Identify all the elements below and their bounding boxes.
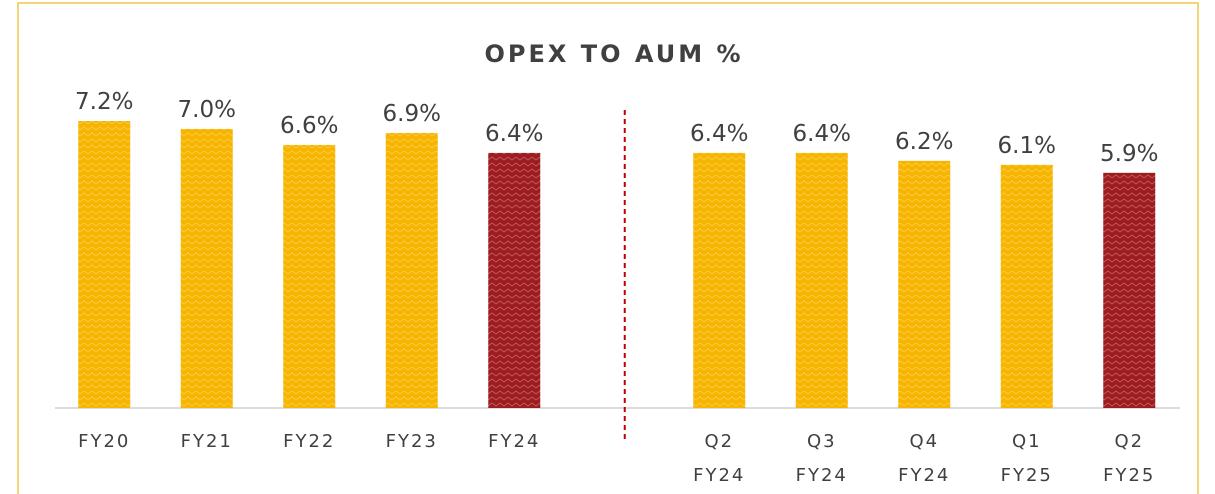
x-tick-label: FY24 [488, 431, 541, 452]
bar [488, 152, 541, 408]
value-label: 6.4% [485, 121, 543, 147]
x-tick-label: Q3 FY24 [795, 431, 848, 486]
chart-title: OPEX TO AUM % [485, 40, 744, 68]
frame [17, 2, 1199, 494]
x-tick-label: Q4 FY24 [898, 431, 951, 486]
bar [898, 160, 951, 408]
value-label: 6.6% [280, 113, 338, 139]
value-label: 6.2% [895, 129, 953, 155]
x-tick-label: FY20 [78, 431, 131, 452]
x-tick-label: FY21 [180, 431, 233, 452]
x-tick-label: Q2 FY25 [1103, 431, 1156, 486]
x-tick-label: FY23 [385, 431, 438, 452]
bar [1000, 164, 1053, 408]
bar [180, 128, 233, 408]
value-label: 6.1% [998, 133, 1056, 159]
bar [385, 132, 438, 409]
bar [78, 121, 131, 408]
bar [795, 152, 848, 408]
x-tick-label: FY22 [283, 431, 336, 452]
bar [283, 144, 336, 408]
value-label: 6.4% [793, 121, 851, 147]
value-label: 6.4% [690, 121, 748, 147]
value-label: 6.9% [383, 101, 441, 127]
bar [693, 152, 746, 408]
x-tick-label: Q1 FY25 [1000, 431, 1053, 486]
value-label: 5.9% [1100, 141, 1158, 167]
bar [1103, 172, 1156, 408]
value-label: 7.2% [75, 89, 133, 115]
x-tick-label: Q2 FY24 [693, 431, 746, 486]
value-label: 7.0% [178, 97, 236, 123]
